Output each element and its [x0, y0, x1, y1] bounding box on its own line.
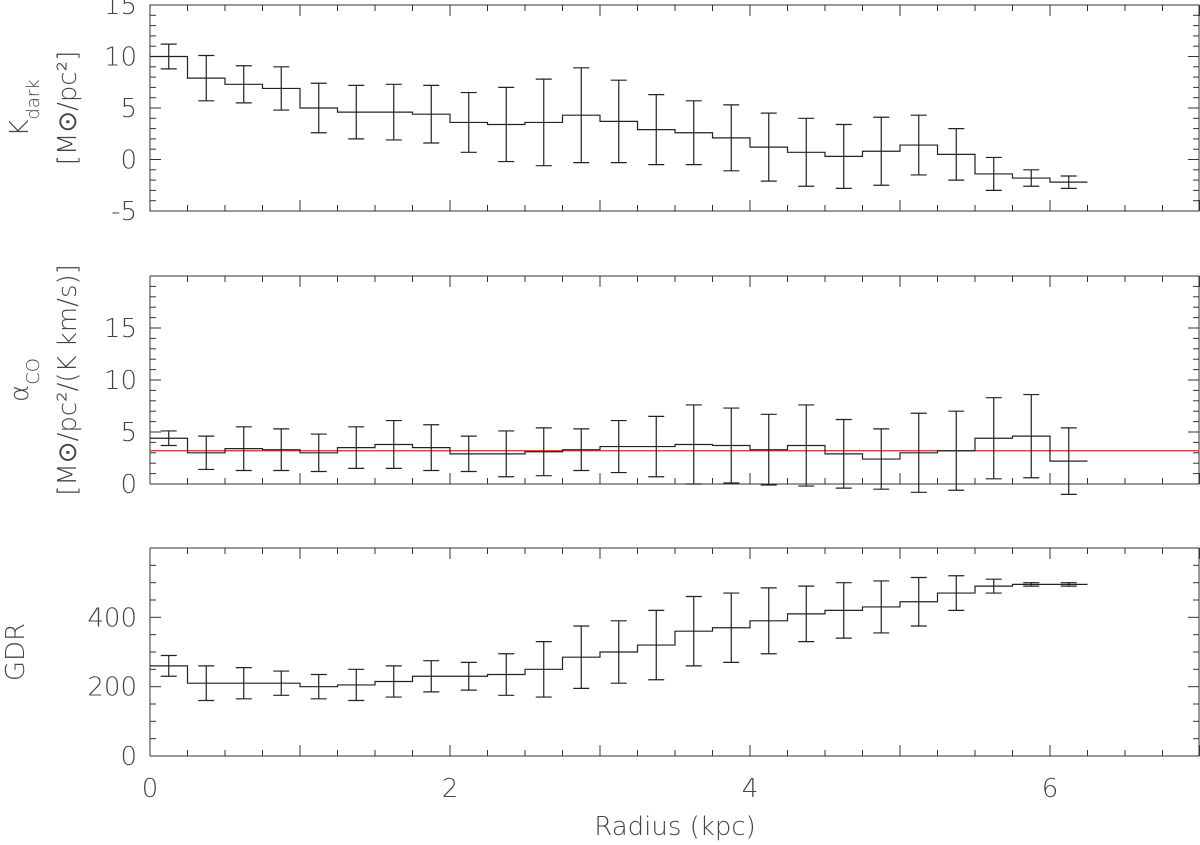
y-tick-label: 15	[104, 314, 137, 344]
plot-frame	[149, 547, 1200, 757]
x-axis-tick-labels: 0 2 4 6	[142, 774, 1059, 804]
y-tick-label: 400	[87, 603, 137, 633]
panel-gdr: 0 200 400 GDR	[1, 547, 1200, 772]
series-step-line	[150, 55, 1088, 183]
y-axis-title-subscript: dark	[23, 79, 44, 119]
x-tick-label: 6	[1042, 774, 1059, 804]
y-tick-label: 0	[120, 470, 137, 500]
y-tick-label: 5	[120, 418, 137, 448]
panel-k-dark: -5 0 5 10 15 Kdark [M⊙/pc²]	[5, 0, 1200, 227]
x-tick-label: 2	[442, 774, 459, 804]
y-axis-units: [M⊙/pc²]	[53, 51, 83, 166]
x-axis-title: Radius (kpc)	[594, 812, 756, 842]
x-tick-label: 0	[142, 774, 159, 804]
y-axis-title: GDR	[1, 623, 31, 681]
y-tick-label: 200	[87, 673, 137, 703]
y-tick-label: -5	[111, 197, 137, 227]
y-tick-label: 15	[104, 0, 137, 21]
y-axis-title-subscript: CO	[23, 358, 44, 385]
y-axis-title: αCO	[5, 358, 44, 402]
y-tick-label: 5	[120, 94, 137, 124]
panel-alpha-co: 0 5 10 15 αCO [M⊙/pc²/(K km/s)]	[5, 264, 1200, 500]
y-axis-units: [M⊙/pc²/(K km/s)]	[53, 264, 83, 496]
y-tick-label: 0	[120, 742, 137, 772]
y-tick-label: 0	[120, 146, 137, 176]
y-tick-label: 10	[104, 366, 137, 396]
x-tick-label: 4	[742, 774, 759, 804]
y-axis-title: Kdark	[5, 79, 44, 136]
y-tick-label: 10	[104, 43, 137, 73]
